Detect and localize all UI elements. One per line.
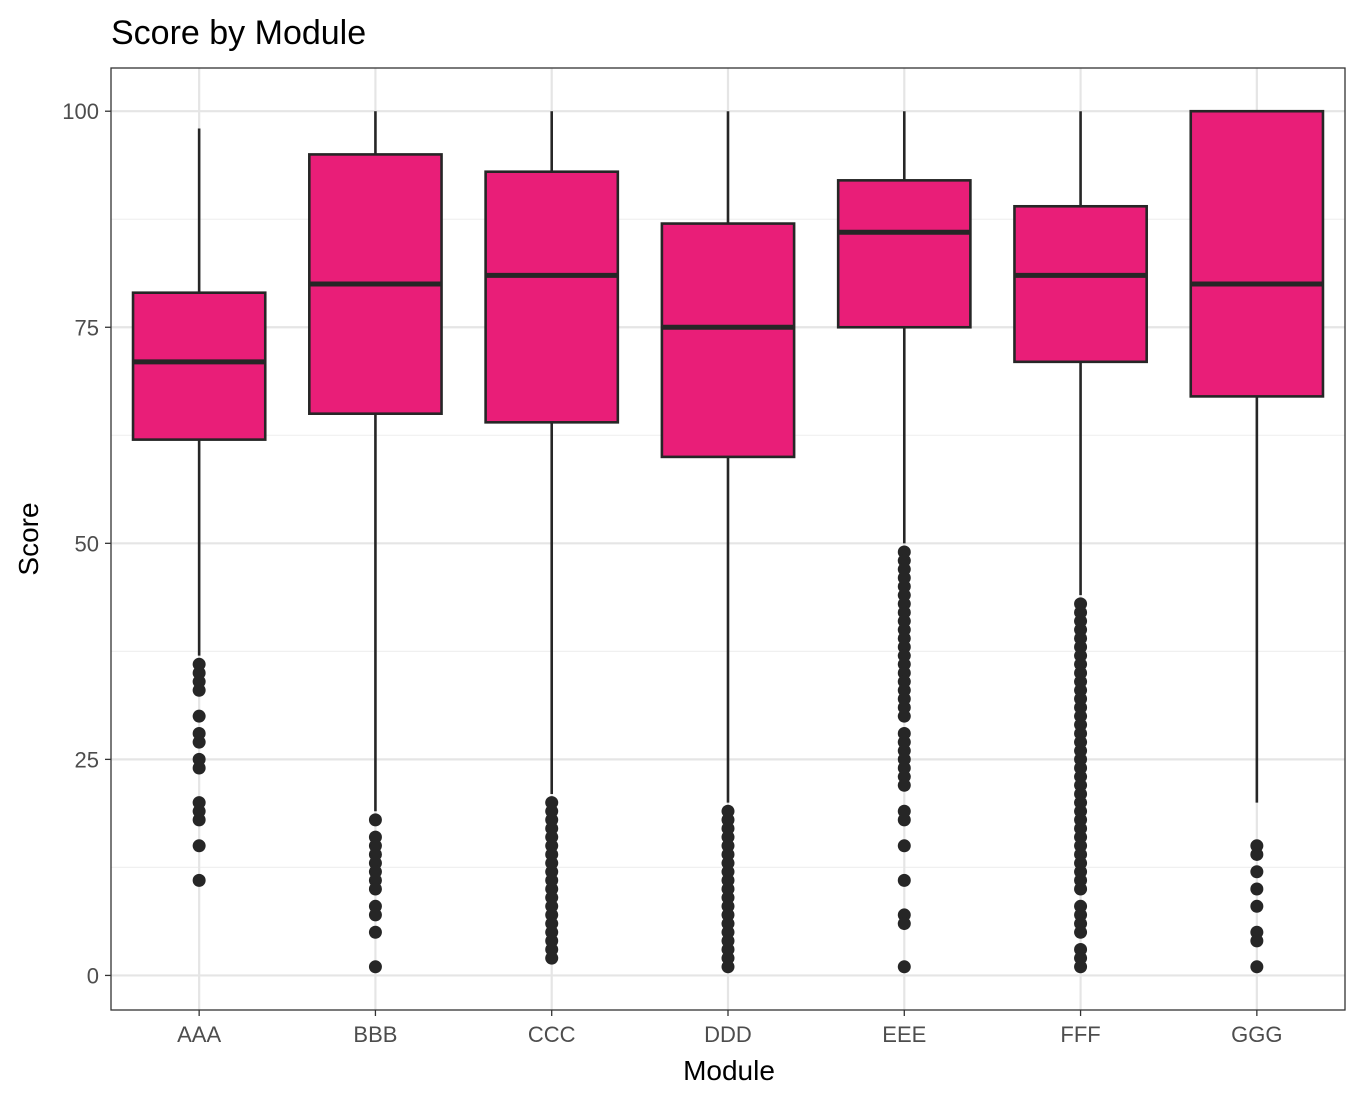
outlier-point bbox=[368, 925, 382, 939]
x-tick-label: EEE bbox=[882, 1022, 926, 1047]
outlier-point bbox=[897, 839, 911, 853]
outlier-point bbox=[192, 839, 206, 853]
x-tick-label: CCC bbox=[528, 1022, 576, 1047]
box-AAA bbox=[131, 128, 267, 656]
box-GGG bbox=[1189, 109, 1325, 803]
y-tick-label: 50 bbox=[75, 531, 99, 556]
outlier-point bbox=[192, 683, 206, 697]
outlier-point bbox=[897, 778, 911, 792]
outlier-point bbox=[1250, 847, 1264, 861]
x-tick-label: FFF bbox=[1060, 1022, 1100, 1047]
outlier-point bbox=[368, 813, 382, 827]
box-iqr bbox=[1013, 204, 1148, 364]
box-EEE bbox=[836, 111, 972, 544]
x-axis-ticks: AAA BBB CCC DDD EEE FFF GGG bbox=[177, 1010, 1283, 1047]
outlier-point bbox=[192, 813, 206, 827]
outlier-point bbox=[368, 960, 382, 974]
boxes bbox=[131, 109, 1325, 812]
outlier-point bbox=[897, 917, 911, 931]
x-tick-label: BBB bbox=[353, 1022, 397, 1047]
outlier-point bbox=[721, 960, 735, 974]
outlier-point bbox=[368, 882, 382, 896]
outlier-point bbox=[897, 873, 911, 887]
x-tick-label: DDD bbox=[704, 1022, 752, 1047]
outlier-point bbox=[1250, 882, 1264, 896]
y-tick-label: 100 bbox=[62, 99, 99, 124]
box-DDD bbox=[660, 111, 796, 803]
outlier-point bbox=[897, 709, 911, 723]
outlier-point bbox=[1074, 960, 1088, 974]
box-iqr bbox=[1189, 109, 1325, 398]
outlier-point bbox=[1250, 960, 1264, 974]
y-tick-label: 0 bbox=[87, 963, 99, 988]
y-axis-label: Score bbox=[13, 502, 44, 575]
x-tick-label: GGG bbox=[1231, 1022, 1282, 1047]
outlier-point bbox=[545, 951, 559, 965]
box-iqr bbox=[660, 222, 796, 459]
y-axis-ticks: 0 25 50 75 100 bbox=[62, 99, 111, 988]
box-BBB bbox=[308, 111, 443, 812]
outlier-point bbox=[192, 735, 206, 749]
outlier-point bbox=[897, 813, 911, 827]
box-iqr bbox=[836, 179, 972, 329]
y-tick-label: 75 bbox=[75, 315, 99, 340]
outlier-point bbox=[1074, 925, 1088, 939]
outlier-point bbox=[1074, 882, 1088, 896]
outlier-point bbox=[368, 908, 382, 922]
outlier-point bbox=[192, 761, 206, 775]
outlier-point bbox=[1250, 865, 1264, 879]
chart-title: Score by Module bbox=[111, 14, 366, 52]
x-tick-label: AAA bbox=[177, 1022, 221, 1047]
outlier-point bbox=[1250, 934, 1264, 948]
outlier-point bbox=[192, 709, 206, 723]
box-iqr bbox=[131, 291, 267, 441]
outlier-point bbox=[897, 960, 911, 974]
box-CCC bbox=[484, 111, 620, 794]
outlier-point bbox=[1250, 899, 1264, 913]
box-iqr bbox=[484, 170, 620, 424]
y-tick-label: 25 bbox=[75, 747, 99, 772]
box-FFF bbox=[1013, 111, 1148, 596]
outliers bbox=[192, 545, 1264, 974]
x-axis-label: Module bbox=[683, 1055, 775, 1086]
outlier-point bbox=[192, 873, 206, 887]
